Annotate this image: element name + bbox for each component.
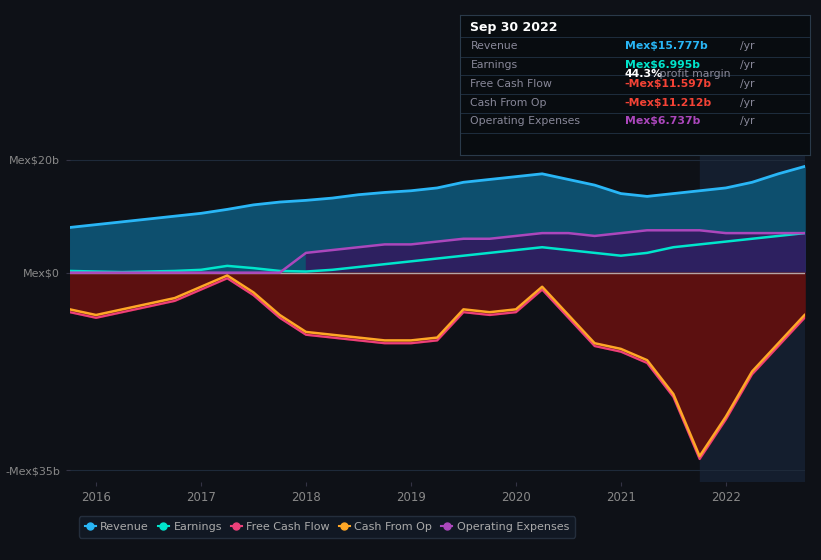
Bar [699,148,815,482]
Text: Free Cash Flow: Free Cash Flow [470,78,553,88]
Text: -Mex$11.597b: -Mex$11.597b [625,78,712,88]
Text: -Mex$11.212b: -Mex$11.212b [625,97,712,108]
Text: Revenue: Revenue [470,41,518,51]
Text: /yr: /yr [740,116,754,127]
Text: /yr: /yr [740,78,754,88]
Text: Earnings: Earnings [470,60,517,71]
Text: 44.3%: 44.3% [625,69,663,79]
Text: profit margin: profit margin [656,69,731,79]
Text: Operating Expenses: Operating Expenses [470,116,580,127]
Text: /yr: /yr [740,41,754,51]
Text: /yr: /yr [740,97,754,108]
Legend: Revenue, Earnings, Free Cash Flow, Cash From Op, Operating Expenses: Revenue, Earnings, Free Cash Flow, Cash … [79,516,575,538]
Text: Mex$6.737b: Mex$6.737b [625,116,699,127]
Text: Sep 30 2022: Sep 30 2022 [470,21,558,34]
Text: /yr: /yr [740,60,754,71]
Text: Cash From Op: Cash From Op [470,97,547,108]
Text: Mex$6.995b: Mex$6.995b [625,60,699,71]
Text: Mex$15.777b: Mex$15.777b [625,41,707,51]
